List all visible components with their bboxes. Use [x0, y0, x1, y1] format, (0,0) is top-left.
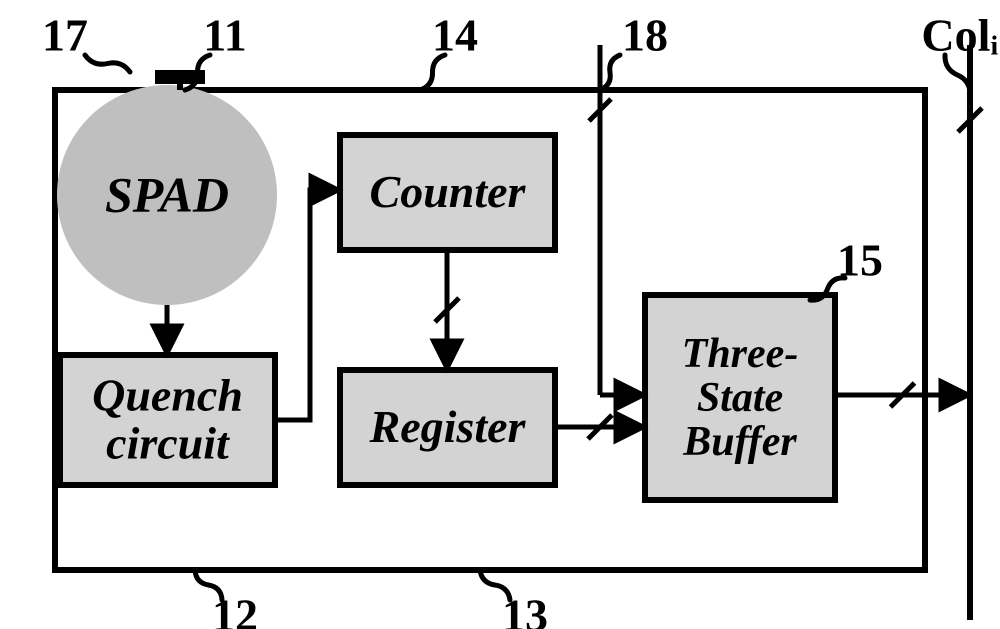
buffer-label: State	[697, 375, 783, 421]
register-label: Register	[369, 401, 527, 452]
label-14: 14	[432, 10, 478, 61]
counter-label: Counter	[370, 166, 527, 217]
diagram-canvas: SPAD Quenchcircuit Counter Register Three-St…	[0, 0, 1000, 629]
spad-label: SPAD	[105, 166, 229, 222]
conn-quench-counter	[275, 190, 340, 420]
buffer-label: Three-	[682, 331, 799, 377]
quench-label: circuit	[106, 418, 230, 469]
label-17: 17	[42, 10, 88, 61]
label-18: 18	[622, 10, 668, 61]
quench-label: Quench	[92, 369, 243, 420]
label-col: Colᵢ	[921, 10, 998, 61]
buffer-label: Buffer	[682, 419, 797, 465]
